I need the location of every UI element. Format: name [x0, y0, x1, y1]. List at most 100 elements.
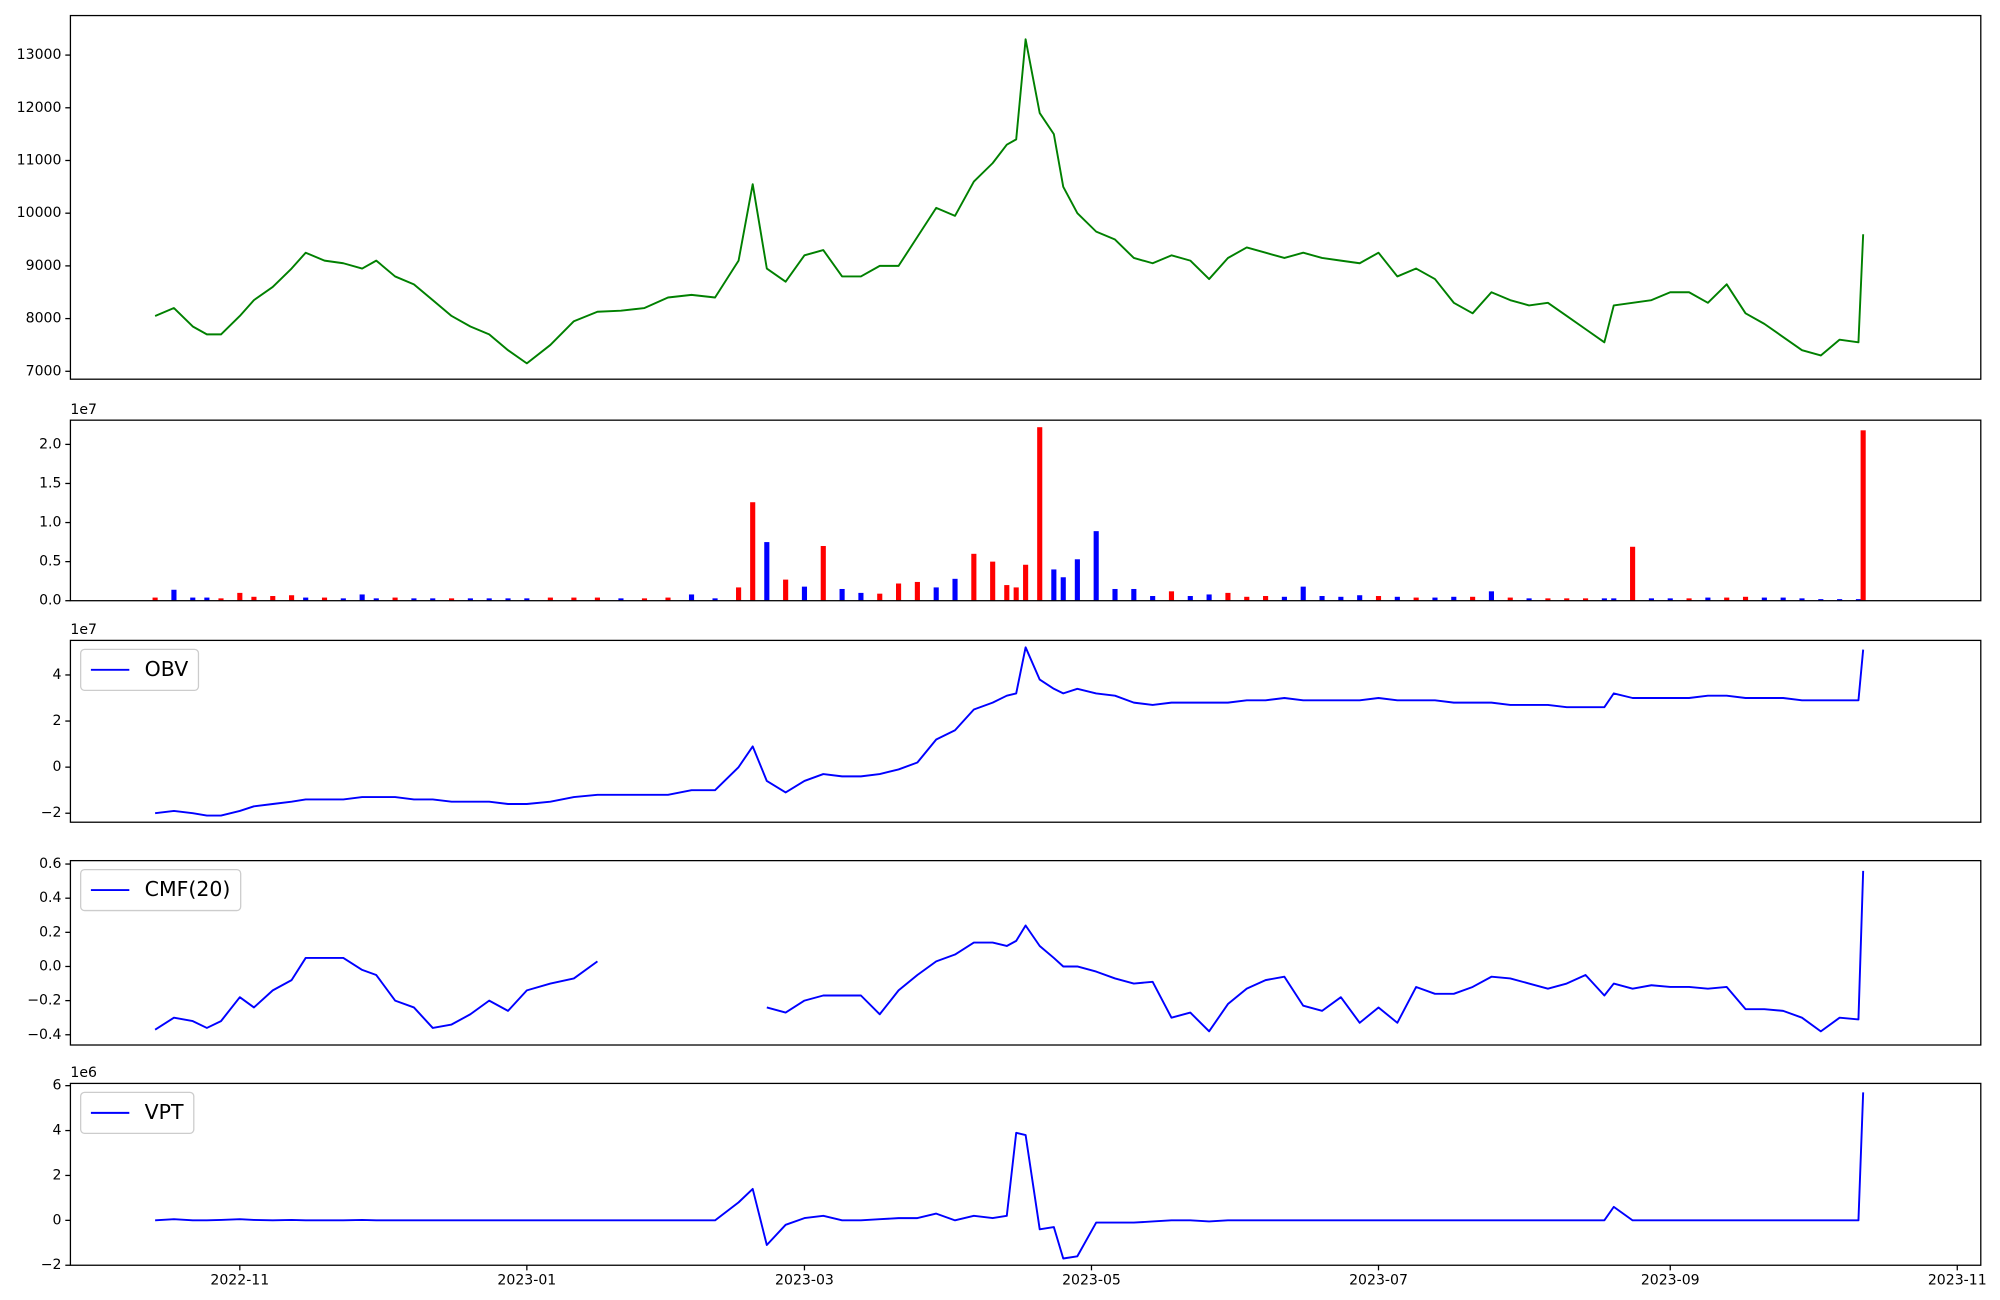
- volume-bar: [665, 597, 671, 601]
- y-tick-label: 6: [52, 1078, 61, 1094]
- volume-bar: [783, 579, 789, 601]
- volume-bar: [618, 598, 624, 601]
- volume-bar: [524, 598, 530, 601]
- offset-text: 1e7: [70, 622, 97, 638]
- volume-bar: [1742, 596, 1749, 601]
- volume-bar: [411, 598, 417, 601]
- volume-bar: [1818, 599, 1824, 601]
- x-tick-label: 2023-05: [1062, 1273, 1121, 1289]
- panel-frame: [69, 419, 1982, 602]
- volume-bar: [858, 592, 864, 601]
- y-tick-label: 4: [52, 1123, 61, 1139]
- volume-bar: [237, 592, 243, 601]
- volume-bar: [1451, 596, 1457, 601]
- volume-bar: [914, 581, 920, 601]
- volume-bar: [571, 597, 577, 601]
- volume-bar: [1281, 596, 1287, 601]
- y-tick-label: 0.5: [39, 554, 61, 570]
- volume-bar: [171, 589, 177, 601]
- volume-bar: [289, 595, 295, 601]
- volume-bar: [1526, 598, 1532, 601]
- x-tick-label: 2023-11: [1928, 1273, 1987, 1289]
- volume-bar: [505, 598, 511, 601]
- volume-bar: [933, 587, 939, 601]
- y-tick-label: −2: [41, 1257, 62, 1273]
- volume-bar: [1150, 596, 1156, 601]
- volume-bar: [1724, 597, 1730, 601]
- volume-bar: [1131, 588, 1137, 601]
- volume-bar: [1394, 596, 1400, 601]
- volume-bar: [1357, 595, 1363, 601]
- volume-bar: [1375, 596, 1382, 601]
- volume-bar: [1611, 598, 1617, 601]
- legend-label: VPT: [145, 1100, 184, 1124]
- volume-bar: [688, 594, 695, 601]
- volume-bar: [303, 597, 309, 601]
- volume-bar: [321, 597, 328, 601]
- volume-bar: [764, 542, 770, 601]
- volume-bar: [1168, 591, 1175, 601]
- y-tick-label: 0: [52, 1212, 61, 1228]
- volume-bar: [1799, 598, 1805, 601]
- legend-box: [80, 868, 242, 912]
- y-tick-label: 0.0: [39, 593, 61, 609]
- y-tick-label: −0.4: [27, 1027, 61, 1043]
- volume-bar: [1300, 586, 1306, 601]
- y-tick-label: 10000: [17, 205, 62, 221]
- y-tick-label: 0.0: [39, 958, 61, 974]
- volume-bar: [270, 596, 276, 601]
- volume-bar: [839, 588, 845, 601]
- volume-bar: [359, 594, 365, 601]
- y-tick-label: 0.2: [39, 924, 61, 940]
- volume-bar: [1112, 588, 1118, 601]
- volume-bar: [1860, 430, 1866, 601]
- volume-bar: [896, 583, 902, 601]
- volume-bar: [1432, 597, 1438, 601]
- volume-bar: [152, 597, 158, 601]
- volume-bar: [448, 598, 455, 601]
- x-tick-label: 2023-01: [497, 1273, 556, 1289]
- y-tick-label: 1.0: [39, 515, 61, 531]
- volume-bar: [641, 598, 648, 601]
- volume-bar: [1564, 598, 1570, 601]
- volume-bar: [594, 597, 600, 601]
- y-tick-label: 2: [52, 713, 61, 729]
- legend-box: [80, 1091, 195, 1134]
- volume-bar: [1855, 599, 1862, 601]
- volume-bar: [547, 597, 553, 601]
- panel-frame: [69, 1082, 1982, 1266]
- y-tick-label: 12000: [17, 100, 62, 116]
- y-tick-label: 1.5: [39, 475, 61, 491]
- volume-bar: [1187, 596, 1193, 601]
- legend-label: CMF(20): [145, 877, 231, 901]
- volume-bar: [1093, 531, 1099, 601]
- volume-bar: [1705, 597, 1711, 601]
- volume-bar: [373, 598, 379, 601]
- volume-bar: [1074, 559, 1080, 601]
- volume-bar: [1667, 598, 1673, 601]
- y-tick-label: 2: [52, 1167, 61, 1183]
- volume-bar: [1780, 597, 1786, 601]
- y-tick-label: 9000: [26, 258, 62, 274]
- volume-bar: [486, 598, 492, 601]
- volume-bar: [1225, 592, 1231, 601]
- volume-bar: [952, 578, 958, 601]
- x-tick-label: 2023-07: [1349, 1273, 1408, 1289]
- volume-bar: [750, 502, 756, 601]
- volume-bar: [1051, 569, 1057, 601]
- volume-bar: [1488, 591, 1494, 601]
- volume-bar: [392, 597, 398, 601]
- volume-bar: [877, 593, 883, 601]
- y-tick-label: −0.2: [27, 993, 61, 1009]
- line-series: [155, 646, 1865, 817]
- x-tick-label: 2023-09: [1641, 1273, 1700, 1289]
- y-tick-label: 0.4: [39, 890, 61, 906]
- volume-bar: [204, 597, 210, 601]
- volume-bar: [430, 598, 436, 601]
- volume-bar: [467, 598, 473, 601]
- volume-bar: [1013, 587, 1019, 601]
- volume-bar: [990, 561, 996, 601]
- panel-frame: [69, 14, 1982, 380]
